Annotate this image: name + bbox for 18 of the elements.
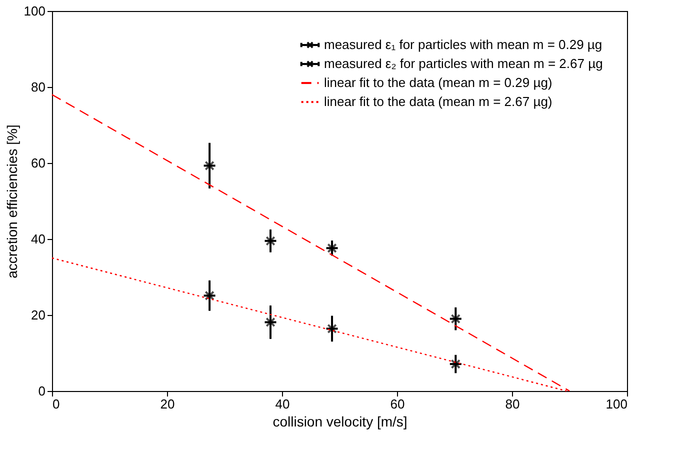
legend-label: measured ε₂ for particles with mean m = 2.67 µg <box>324 56 603 71</box>
legend-label: linear fit to the data (mean m = 2.67 µg) <box>324 94 552 109</box>
y-tick-label: 20 <box>31 308 46 322</box>
legend-label: linear fit to the data (mean m = 0.29 µg) <box>324 75 552 90</box>
x-tick-label: 60 <box>390 396 405 412</box>
y-axis-title: accretion efficiencies [%] <box>4 124 20 278</box>
y-tick-label: 100 <box>24 4 46 18</box>
y-tick-label: 60 <box>31 156 46 170</box>
x-tick-label: 20 <box>160 396 175 412</box>
y-tick-label: 80 <box>31 80 46 94</box>
y-tick-label: 40 <box>31 232 46 246</box>
x-tick-label: 0 <box>52 396 60 412</box>
x-axis-title: collision velocity [m/s] <box>272 414 408 430</box>
x-tick-label: 80 <box>505 396 520 412</box>
y-tick-label: 0 <box>38 384 46 398</box>
legend-label: measured ε₁ for particles with mean m = 0.29 µg <box>324 37 602 52</box>
x-tick-label: 100 <box>606 396 628 412</box>
x-tick-label: 40 <box>275 396 290 412</box>
